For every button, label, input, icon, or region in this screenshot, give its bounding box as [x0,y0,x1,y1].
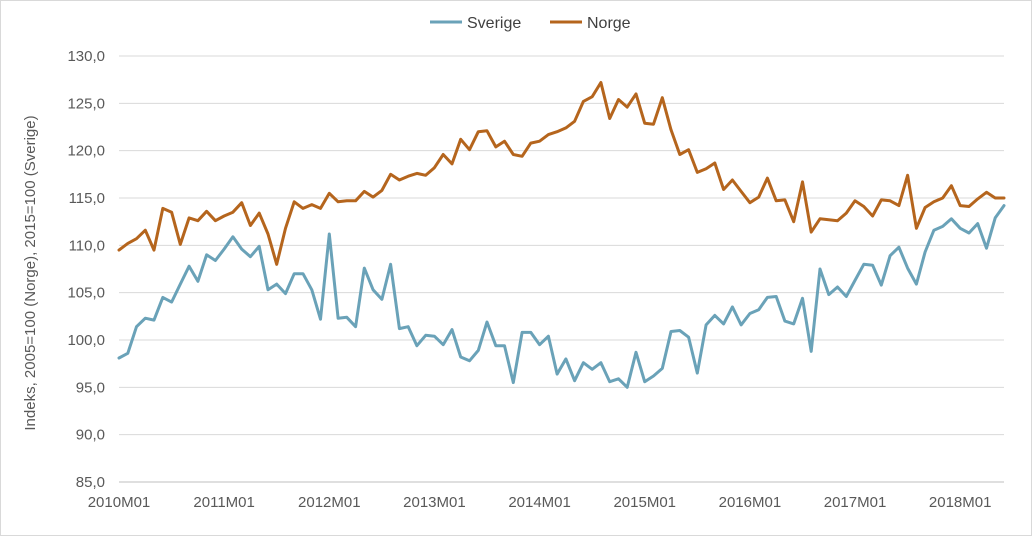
y-axis-title: Indeks, 2005=100 (Norge), 2015=100 (Sver… [22,115,39,430]
series-line-norge [117,81,1006,266]
gridlines [119,55,1004,483]
y-tick-label: 105,0 [67,285,105,302]
y-tick-label: 90,0 [76,427,105,444]
legend-label-norge: Norge [587,15,631,32]
x-axis: 2010M01 2011M01 2012M01 2013M01 2014M01 2015M… [88,494,992,511]
y-tick-label: 110,0 [69,237,105,254]
y-tick-label: 100,0 [67,332,105,349]
x-tick-label: 2013M01 [403,494,466,511]
y-tick-label: 85,0 [76,474,105,491]
x-tick-label: 2015M01 [613,494,676,511]
y-tick-label: 95,0 [76,379,105,396]
x-tick-label: 2018M01 [929,494,992,511]
x-tick-label: 2017M01 [824,494,887,511]
x-tick-label: 2010M01 [88,494,151,511]
series-lines [117,81,1006,389]
y-axis: 85,0 90,0 95,0 100,0 105,0 110,0 115,0 120,0 125… [67,48,105,491]
y-tick-label: 130,0 [67,48,105,65]
legend: Sverige Norge [430,15,631,32]
series-line-sverige [117,204,1006,389]
x-tick-label: 2016M01 [719,494,782,511]
x-tick-label: 2012M01 [298,494,361,511]
legend-label-sverige: Sverige [467,15,521,32]
y-tick-label: 115,0 [69,190,105,207]
x-tick-label: 2014M01 [508,494,571,511]
y-tick-label: 120,0 [67,143,105,160]
x-tick-label: 2011M01 [193,494,254,511]
y-tick-label: 125,0 [67,95,105,112]
